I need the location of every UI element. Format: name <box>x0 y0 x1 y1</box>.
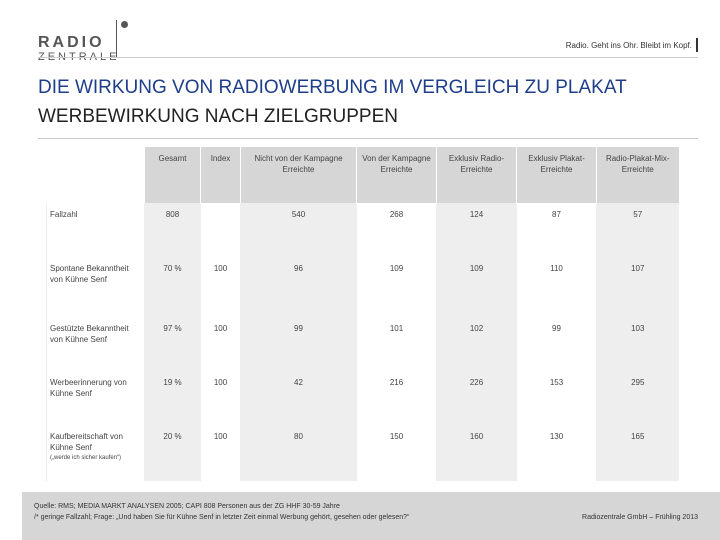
table-cell: 100 <box>200 317 241 371</box>
table-cell: 57 <box>596 203 679 257</box>
title-divider <box>38 138 698 139</box>
column-header: Gesamt <box>144 147 201 203</box>
table-cell: 100 <box>200 425 241 481</box>
row-label: Spontane Bekanntheit von Kühne Senf <box>46 257 145 317</box>
slogan-bar <box>696 38 698 52</box>
table-row: Spontane Bekanntheit von Kühne Senf 70 %… <box>46 257 679 317</box>
table-cell: 87 <box>516 203 597 257</box>
column-header: Radio-Plakat-Mix-Erreichte <box>596 147 679 203</box>
table-cell: 160 <box>436 425 517 481</box>
page-subtitle: WERBEWIRKUNG NACH ZIELGRUPPEN <box>38 106 398 127</box>
row-note: („werde ich sicher kaufen“) <box>50 455 122 461</box>
table-cell <box>200 203 241 257</box>
page-title: DIE WIRKUNG VON RADIOWERBUNG IM VERGLEIC… <box>38 77 627 98</box>
table-cell: 102 <box>436 317 517 371</box>
column-header: Exklusiv Radio-Erreichte <box>436 147 517 203</box>
radiozentrale-logo: RADIO ZENTRALE <box>38 18 138 63</box>
table-cell: 100 <box>200 257 241 317</box>
footer-note: /* geringe Fallzahl; Frage: „Und haben S… <box>34 514 410 521</box>
row-label: Gestützte Bekanntheit von Kühne Senf <box>46 317 145 371</box>
table-row: Werbeerinnerung von Kühne Senf 19 % 100 … <box>46 371 679 425</box>
table-cell: 96 <box>240 257 357 317</box>
table-row: Kaufbereitschaft von Kühne Senf („werde … <box>46 425 679 481</box>
table-row: Fallzahl 808 540 268 124 87 57 <box>46 203 679 257</box>
table-cell: 153 <box>516 371 597 425</box>
table-cell: 101 <box>356 317 437 371</box>
table-cell: 109 <box>436 257 517 317</box>
table-cell: 99 <box>516 317 597 371</box>
footer-copyright: Radiozentrale GmbH – Frühling 2013 <box>582 514 698 521</box>
row-label: Fallzahl <box>46 203 145 257</box>
row-label-cell: Kaufbereitschaft von Kühne Senf („werde … <box>46 425 145 481</box>
column-header: Von der Kampagne Erreichte <box>356 147 437 203</box>
table-cell: 216 <box>356 371 437 425</box>
column-header: Exklusiv Plakat-Erreichte <box>516 147 597 203</box>
results-table: Gesamt Index Nicht von der Kampagne Erre… <box>46 147 679 481</box>
column-header: Nicht von der Kampagne Erreichte <box>240 147 357 203</box>
row-label: Werbeerinnerung von Kühne Senf <box>46 371 145 425</box>
table-cell: 165 <box>596 425 679 481</box>
row-label: Kaufbereitschaft von Kühne Senf <box>50 432 123 452</box>
table-cell: 97 % <box>144 317 201 371</box>
table-cell: 130 <box>516 425 597 481</box>
table-cell: 42 <box>240 371 357 425</box>
logo-divider <box>116 20 117 58</box>
table-cell: 103 <box>596 317 679 371</box>
table-cell: 99 <box>240 317 357 371</box>
header-divider <box>38 57 698 58</box>
table-cell: 150 <box>356 425 437 481</box>
table-cell: 110 <box>516 257 597 317</box>
slogan: Radio. Geht ins Ohr. Bleibt im Kopf. <box>565 41 692 50</box>
table-header-row: Gesamt Index Nicht von der Kampagne Erre… <box>46 147 679 203</box>
footer-bar <box>22 492 720 540</box>
column-header: Index <box>200 147 241 203</box>
table-cell: 107 <box>596 257 679 317</box>
table-cell: 80 <box>240 425 357 481</box>
logo-line-1: RADIO <box>38 34 105 51</box>
footer-source: Quelle: RMS; MEDIA MARKT ANALYSEN 2005; … <box>34 503 340 510</box>
table-cell: 100 <box>200 371 241 425</box>
table-cell: 19 % <box>144 371 201 425</box>
table-cell: 540 <box>240 203 357 257</box>
table-row: Gestützte Bekanntheit von Kühne Senf 97 … <box>46 317 679 371</box>
table-cell: 70 % <box>144 257 201 317</box>
table-corner <box>46 147 145 203</box>
table-cell: 226 <box>436 371 517 425</box>
logo-dot-icon <box>121 21 128 28</box>
table-cell: 268 <box>356 203 437 257</box>
table-cell: 295 <box>596 371 679 425</box>
table-cell: 124 <box>436 203 517 257</box>
table-cell: 20 % <box>144 425 201 481</box>
table-cell: 808 <box>144 203 201 257</box>
table-cell: 109 <box>356 257 437 317</box>
